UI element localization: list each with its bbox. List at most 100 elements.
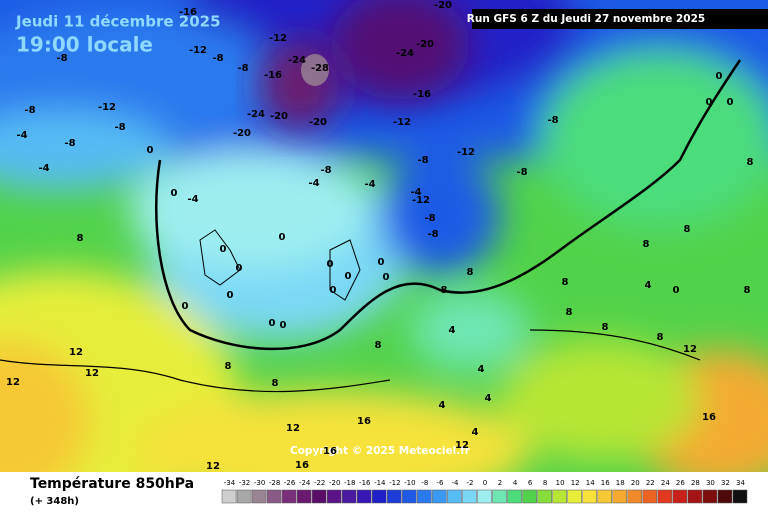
run-info: Run GFS 6 Z du Jeudi 27 novembre 2025 (467, 13, 705, 25)
isotherm-label: 0 (345, 271, 352, 282)
legend-label: -2 (466, 479, 473, 487)
isotherm-label: -20 (416, 39, 434, 50)
isotherm-label: 0 (227, 290, 234, 301)
legend-swatch (266, 489, 282, 504)
legend-label: -32 (239, 479, 250, 487)
isotherm-label: -16 (179, 7, 197, 18)
isotherm-label: -28 (311, 63, 329, 74)
legend-label: 0 (483, 479, 487, 487)
isotherm-label: -8 (237, 63, 248, 74)
isotherm-label: 8 (684, 224, 691, 235)
legend-swatch (492, 489, 507, 504)
legend-swatch (597, 489, 612, 504)
isotherm-label: 12 (69, 347, 83, 358)
isotherm-label: 4 (472, 427, 479, 438)
isotherm-label: 4 (439, 400, 446, 411)
isotherm-label: 8 (441, 285, 448, 296)
legend-swatch (672, 489, 688, 504)
legend-label: 12 (571, 479, 580, 487)
isotherm-label: 0 (716, 71, 723, 82)
isotherm-label: 8 (643, 239, 650, 250)
isotherm-label: 12 (455, 440, 469, 451)
isotherm-label: -16 (264, 70, 282, 81)
legend-label: -20 (329, 479, 340, 487)
isotherm-label: 4 (485, 393, 492, 404)
legend-label: 4 (513, 479, 518, 487)
isotherm-label: -20 (270, 111, 288, 122)
isotherm-label: 0 (147, 145, 154, 156)
legend-label: -8 (421, 479, 428, 487)
legend-label: 2 (498, 479, 502, 487)
isotherm-label: 12 (85, 368, 99, 379)
isotherm-label: 0 (383, 272, 390, 283)
legend-swatch (417, 489, 432, 504)
isotherm-label: 12 (683, 344, 697, 355)
isotherm-label: 8 (562, 277, 569, 288)
isotherm-label: -12 (269, 33, 287, 44)
isotherm-label: 16 (295, 460, 309, 471)
legend-swatch (281, 489, 297, 504)
isotherm-label: -8 (320, 165, 331, 176)
isotherm-label: 0 (171, 188, 178, 199)
isotherm-label: 8 (566, 307, 573, 318)
legend-label: -6 (436, 479, 444, 487)
isotherm-label: -8 (64, 138, 75, 149)
isotherm-label: -16 (413, 89, 431, 100)
isotherm-label: -8 (424, 213, 435, 224)
isotherm-label: 4 (449, 325, 456, 336)
isotherm-label: -8 (417, 155, 428, 166)
forecast-time: 19:00 locale (16, 33, 153, 57)
isotherm-label: 8 (747, 157, 754, 168)
legend-label: 18 (616, 479, 625, 487)
isotherm-label: 0 (378, 257, 385, 268)
legend-label: 6 (528, 479, 533, 487)
isotherm-label: -8 (547, 115, 558, 126)
legend-swatch (552, 489, 567, 504)
legend-swatch (702, 489, 718, 504)
isotherm-label: 0 (327, 259, 334, 270)
isotherm-label: -20 (233, 128, 251, 139)
isotherm-label: 0 (236, 263, 243, 274)
legend-swatch (687, 489, 703, 504)
isotherm-label: 0 (280, 320, 287, 331)
isotherm-label: 4 (645, 280, 652, 291)
isotherm-label: -4 (16, 130, 27, 141)
isotherm-label: 8 (272, 378, 279, 389)
legend-label: -24 (299, 479, 311, 487)
isotherm-label: -12 (412, 195, 430, 206)
isotherm-label: -12 (98, 102, 116, 113)
isotherm-label: -4 (364, 179, 375, 190)
isotherm-label: -4 (410, 187, 421, 198)
isotherm-label: 0 (220, 244, 227, 255)
isotherm-label: -4 (38, 163, 49, 174)
legend-swatch (357, 489, 372, 504)
legend-swatch (341, 489, 357, 504)
legend-label: -22 (314, 479, 325, 487)
legend-swatch (522, 489, 537, 504)
legend-swatch (612, 489, 628, 504)
isotherm-label: 0 (330, 285, 337, 296)
legend-label: -4 (451, 479, 459, 487)
legend-label: 14 (586, 479, 595, 487)
legend-label: -16 (359, 479, 371, 487)
lead-time: (+ 348h) (30, 496, 79, 507)
legend-label: 34 (736, 479, 745, 487)
legend-label: -14 (374, 479, 386, 487)
run-box (472, 9, 768, 29)
isotherm-label: -20 (434, 0, 452, 11)
isotherm-label: 8 (467, 267, 474, 278)
isotherm-label: 12 (286, 423, 300, 434)
legend-swatch (717, 489, 733, 504)
legend-swatch (296, 489, 312, 504)
legend-swatch (657, 489, 673, 504)
legend-swatch (387, 489, 402, 504)
isotherm-label: -8 (516, 167, 527, 178)
isotherm-label: 8 (77, 233, 84, 244)
legend-swatch (582, 489, 597, 504)
isotherm-label: 0 (182, 301, 189, 312)
isotherm-label: 8 (602, 322, 609, 333)
isotherm-label: -8 (114, 122, 125, 133)
isotherm-label: 12 (206, 461, 220, 472)
isotherm-label: -4 (308, 178, 319, 189)
